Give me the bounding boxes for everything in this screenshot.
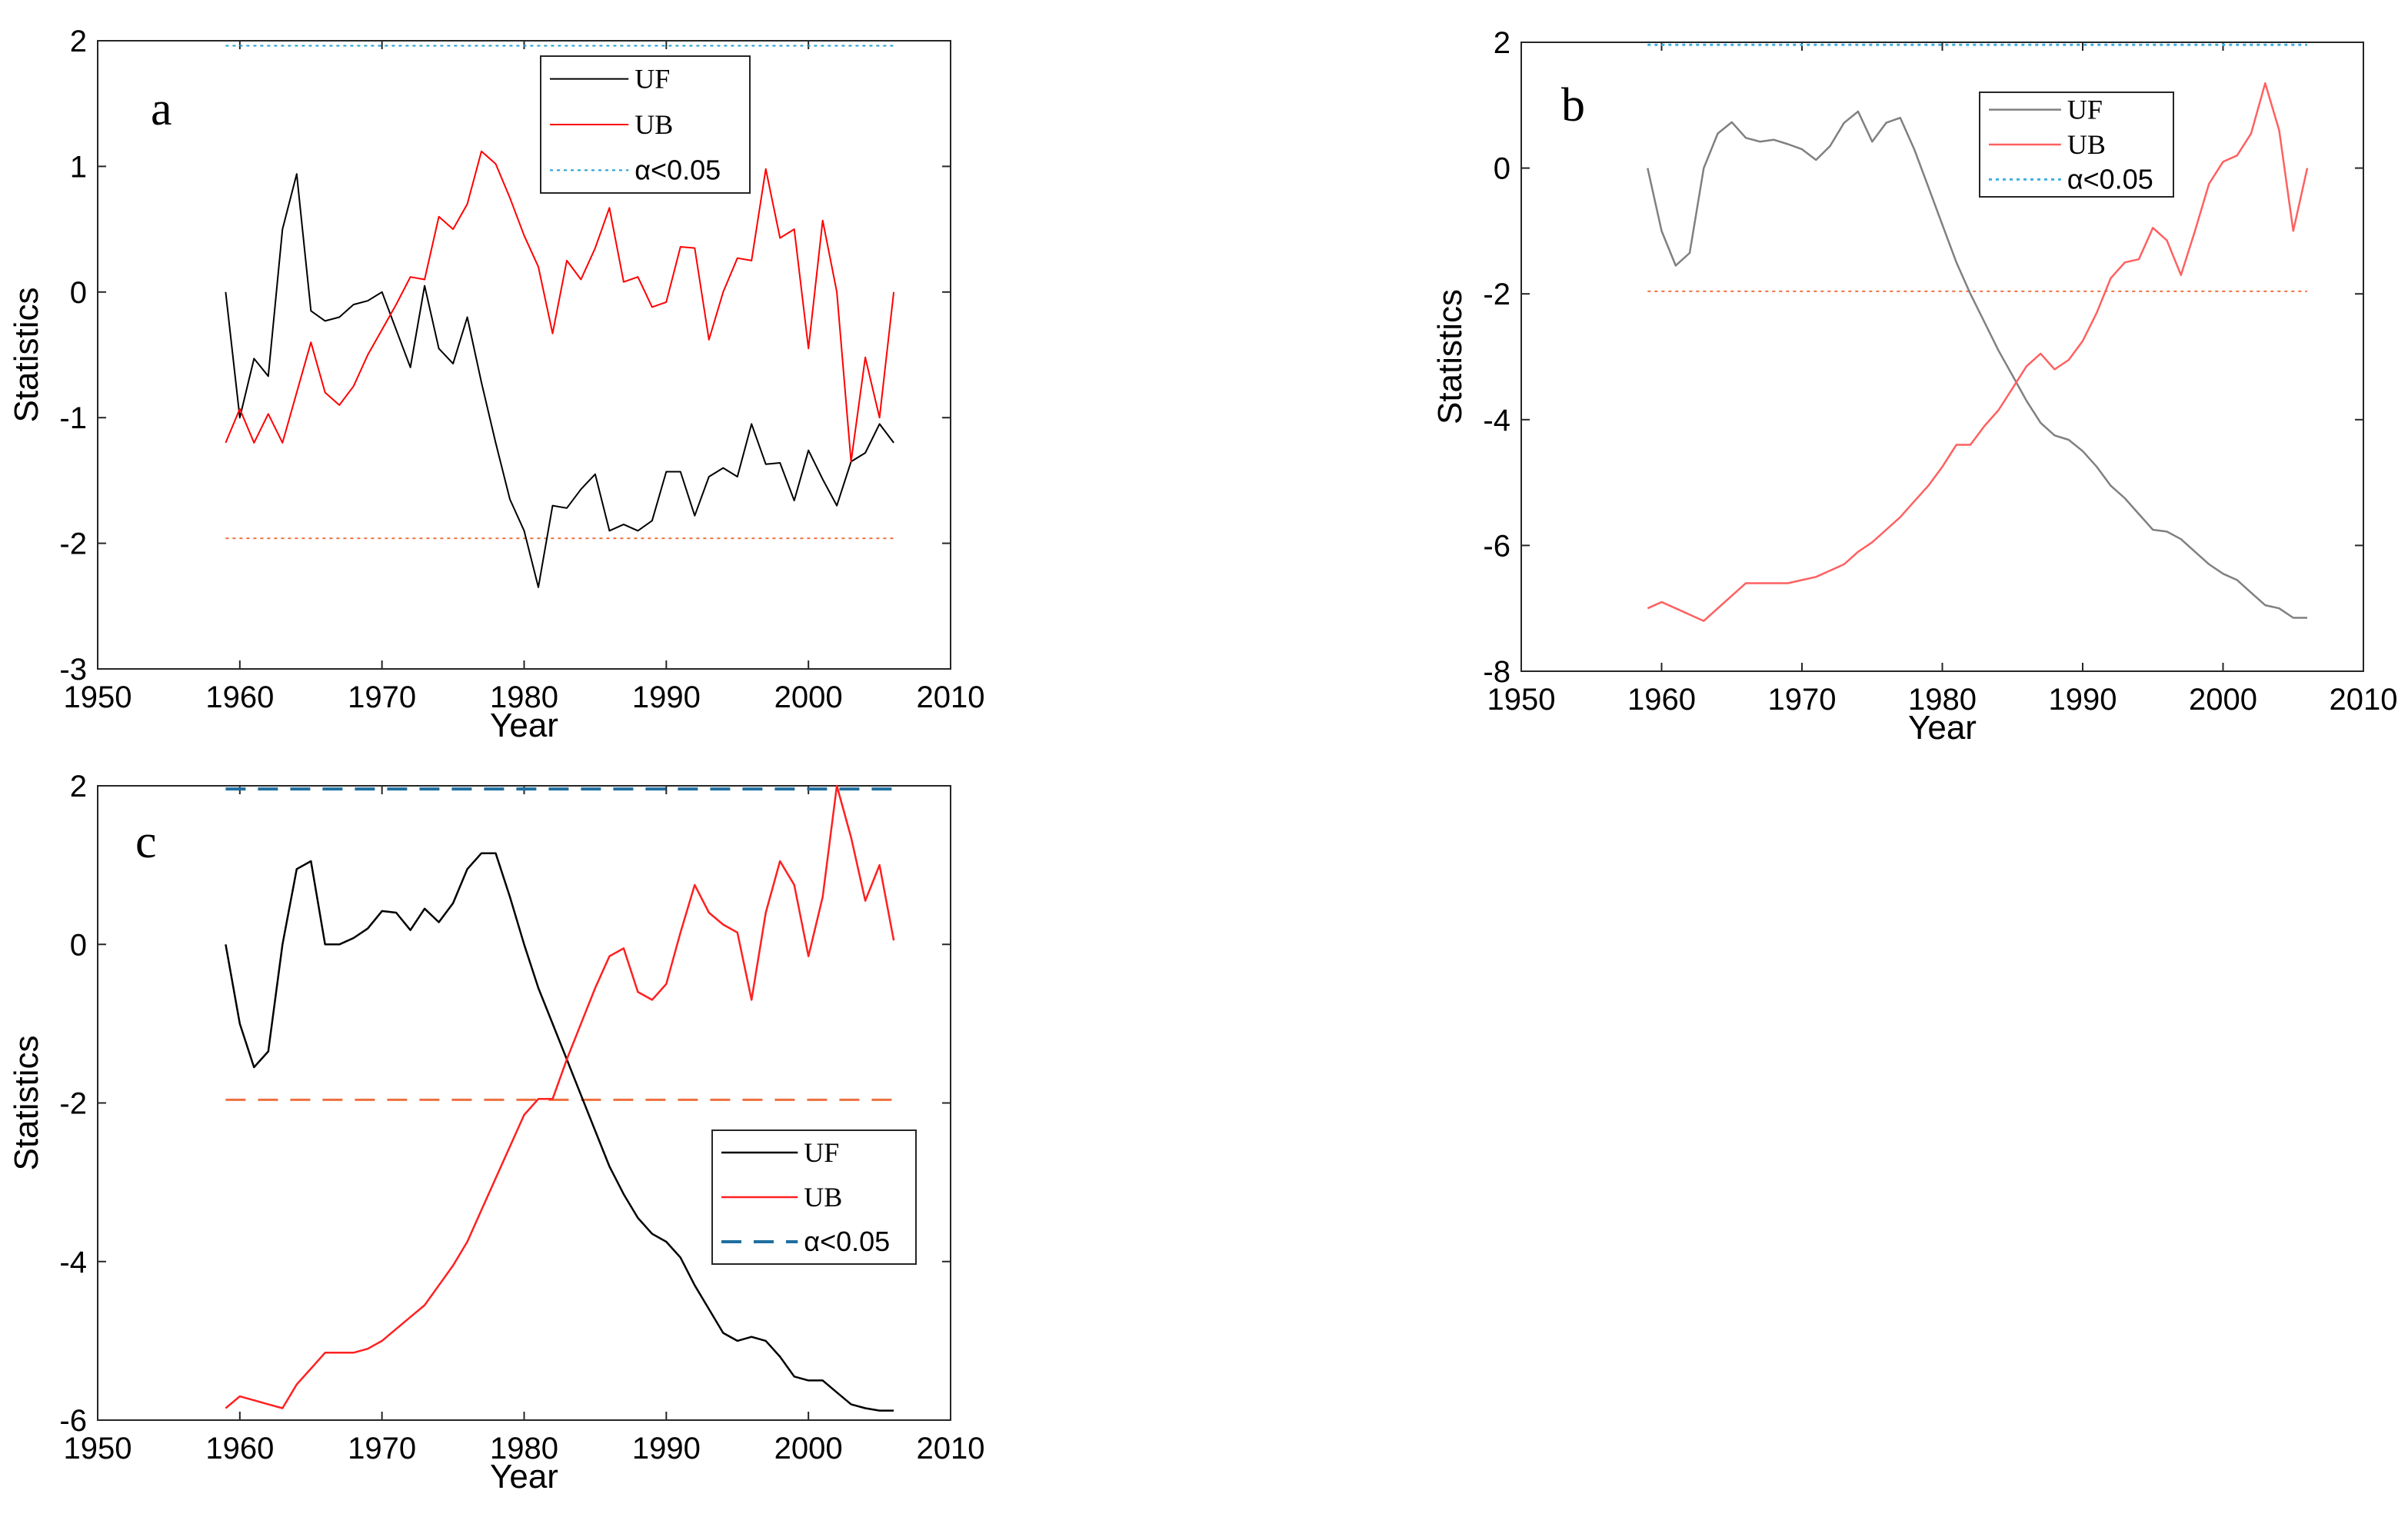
legend-label: α<0.05 [804, 1226, 890, 1257]
series-uf [225, 173, 894, 588]
x-tick-label: 1960 [1627, 683, 1696, 717]
x-axis-title: Year [1908, 709, 1977, 747]
legend-label: UB [2067, 129, 2106, 160]
x-tick-label: 1990 [632, 1432, 701, 1465]
x-tick-label: 1990 [632, 680, 701, 714]
legend-label: α<0.05 [2067, 163, 2153, 195]
x-tick-label: 2000 [774, 1432, 843, 1465]
x-tick-label: 1970 [1768, 683, 1837, 717]
x-tick-label: 2010 [2330, 683, 2398, 717]
x-tick-label: 1980 [490, 1432, 558, 1465]
x-tick-label: 1950 [64, 1432, 132, 1465]
x-axis-title: Year [490, 707, 558, 744]
legend: UF UBα<0.05 [1979, 91, 2174, 198]
panel-letter: b [1561, 79, 1585, 131]
series-uf [1647, 110, 2307, 619]
x-tick-label: 2010 [917, 1432, 985, 1465]
y-tick-label: 1 [70, 150, 87, 184]
x-tick-label: 1960 [205, 680, 274, 714]
y-tick-label: -8 [1483, 655, 1510, 689]
y-tick-label: -3 [59, 653, 87, 687]
y-tick-label: 2 [70, 25, 87, 58]
series-ub [1647, 82, 2309, 622]
x-axis-title: Year [490, 1458, 558, 1495]
plot-area-frame [1520, 42, 2364, 672]
legend-label: UF [634, 64, 670, 95]
legend-label: UB [634, 109, 673, 140]
x-tick-label: 1970 [348, 680, 416, 714]
y-tick-label: -1 [59, 401, 87, 435]
x-tick-label: 2000 [774, 680, 843, 714]
legend-label: UB [804, 1182, 842, 1213]
plot-area-frame [97, 40, 951, 670]
legend-label: α<0.05 [634, 154, 721, 185]
series-ub [225, 784, 895, 1409]
y-tick-label: 0 [70, 928, 87, 962]
y-tick-label: -6 [1483, 529, 1510, 563]
x-tick-label: 1950 [1487, 683, 1556, 717]
legend-label: UF [804, 1137, 839, 1168]
legend: UF UB α<0.05 [711, 1129, 917, 1265]
panel-c: 1950 1960 1970 1980 1990 2000 2010 -6 -4 -2 0 2 Year… [8, 770, 984, 1495]
x-tick-label: 2000 [2189, 683, 2257, 717]
x-tick-label: 1960 [205, 1432, 274, 1465]
legend: UF UB α<0.05 [540, 55, 751, 194]
y-tick-label: -4 [59, 1246, 87, 1279]
legend-label: UF [2067, 95, 2103, 125]
y-axis-title: Statistics [8, 1035, 45, 1170]
x-tick-label: 1980 [490, 680, 558, 714]
y-tick-label: 0 [1494, 152, 1510, 186]
y-tick-label: -6 [59, 1404, 87, 1438]
y-tick-label: -2 [59, 1087, 87, 1121]
y-tick-label: 0 [70, 276, 87, 310]
plot-area-frame [97, 785, 951, 1421]
x-tick-label: 1970 [348, 1432, 416, 1465]
x-tick-label: 1990 [2049, 683, 2117, 717]
panel-letter: a [151, 83, 172, 135]
series-uf [225, 852, 894, 1412]
y-tick-label: 2 [1494, 26, 1510, 60]
y-axis-title: Statistics [1431, 289, 1469, 424]
series-ub [225, 150, 895, 463]
y-tick-label: -4 [1483, 404, 1510, 437]
x-tick-label: 1950 [64, 680, 132, 714]
panel-a: 1950 1960 1970 1980 1990 2000 2010 -3 -2 -1 0 1 2 Yea… [8, 25, 984, 744]
x-tick-label: 2010 [917, 680, 985, 714]
panel-b: 1950 1960 1970 1980 1990 2000 2010 -8 -6 -4 -2 0 2 Ye… [1431, 26, 2397, 747]
panel-letter: c [135, 816, 157, 868]
y-axis-title: Statistics [8, 287, 45, 422]
x-tick-label: 1980 [1908, 683, 1977, 717]
y-tick-label: 2 [70, 770, 87, 803]
y-tick-label: -2 [59, 527, 87, 561]
y-tick-label: -2 [1483, 278, 1510, 311]
